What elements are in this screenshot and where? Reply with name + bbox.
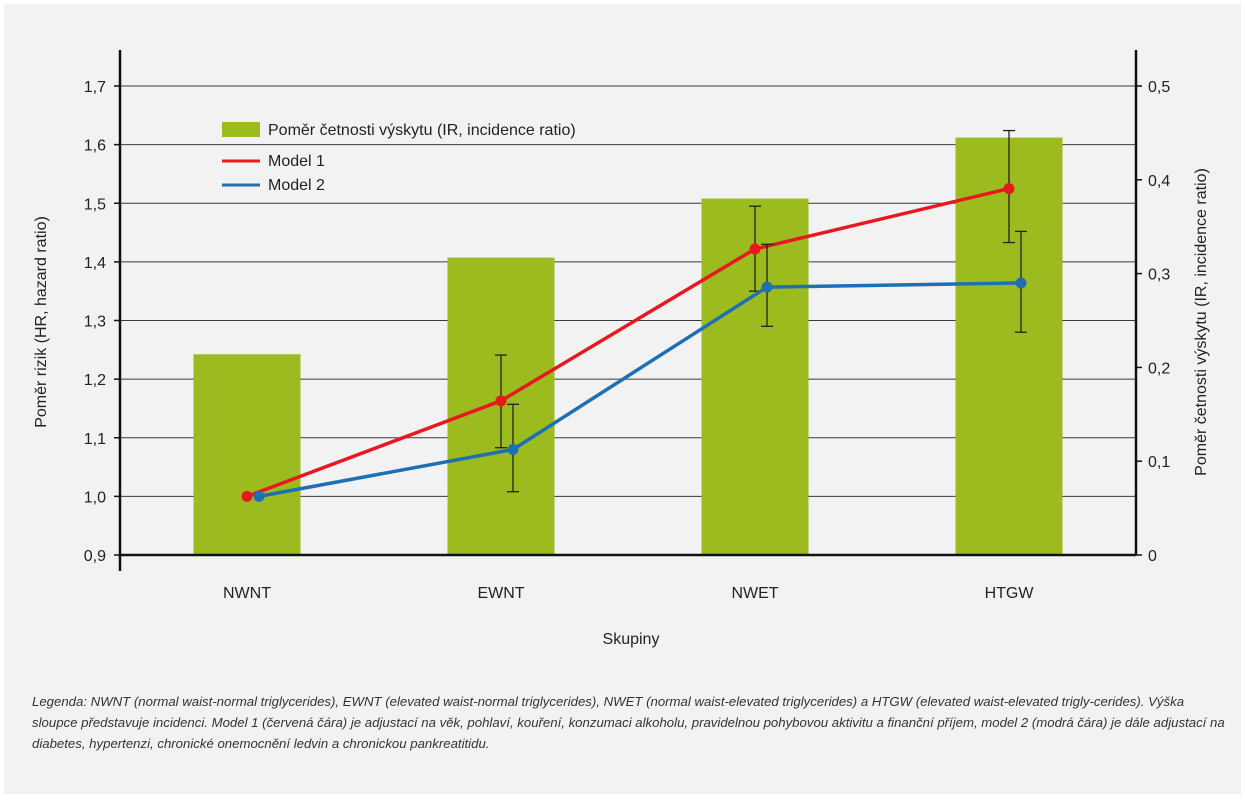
x-tick-label: NWNT	[223, 585, 271, 602]
data-point	[241, 490, 253, 502]
y2-tick-label: 0,2	[1148, 360, 1170, 377]
data-point	[495, 395, 507, 407]
figure-panel: 0,9 1,0 1,1 1,2 1,3 1,4 1,5 1,6 1,7 0 0,1 0,2 0,3 0,4…	[4, 4, 1241, 794]
y-tick-label: 1,1	[84, 431, 106, 448]
series-line-model-2	[258, 281, 1022, 499]
series-line-model-1	[246, 186, 1010, 499]
y-tick-label: 1,0	[84, 489, 106, 506]
x-axis-label: Skupiny	[603, 631, 660, 648]
axes	[114, 50, 1142, 571]
bar-series	[193, 137, 1063, 555]
y-tick-label: 0,9	[84, 548, 106, 565]
x-tick-label: NWET	[731, 585, 778, 602]
y-tick-label: 1,2	[84, 372, 106, 389]
y-tick-label: 1,6	[84, 138, 106, 155]
legend-swatch-bar	[222, 122, 260, 137]
bar	[193, 354, 301, 555]
legend-label-model2: Model 2	[268, 177, 325, 194]
figure-caption: Legenda: NWNT (normal waist-normal trigl…	[32, 694, 1225, 751]
line-series	[241, 129, 1027, 502]
data-point	[253, 490, 265, 502]
y-tick-label: 1,7	[84, 79, 106, 96]
y2-tick-label: 0,5	[1148, 79, 1170, 96]
data-point	[1003, 183, 1015, 195]
y2-tick-label: 0,3	[1148, 267, 1170, 284]
y-tick-label: 1,4	[84, 255, 106, 272]
legend: Poměr četnosti výskytu (IR, incidence ra…	[222, 122, 576, 194]
data-point	[749, 243, 761, 255]
legend-label-bar: Poměr četnosti výskytu (IR, incidence ra…	[268, 122, 576, 139]
y2-tick-label: 0,4	[1148, 173, 1170, 190]
x-tick-label: HTGW	[985, 585, 1035, 602]
data-point	[761, 281, 773, 293]
y-tick-label: 1,5	[84, 196, 106, 213]
legend-label-model1: Model 1	[268, 153, 325, 170]
data-point	[1015, 277, 1027, 289]
y2-tick-label: 0,1	[1148, 454, 1170, 471]
y-axis-label: Poměr rizik (HR, hazard ratio)	[33, 216, 50, 428]
combo-chart: 0,9 1,0 1,1 1,2 1,3 1,4 1,5 1,6 1,7 0 0,1 0,2 0,3 0,4…	[33, 50, 1210, 648]
tick-labels: 0,9 1,0 1,1 1,2 1,3 1,4 1,5 1,6 1,7 0 0,1 0,2 0,3 0,4…	[84, 79, 1171, 602]
data-point	[507, 443, 519, 455]
y-tick-label: 1,3	[84, 314, 106, 331]
y2-axis-label: Poměr četnosti výskytu (IR, incidence ra…	[1193, 168, 1210, 476]
y2-tick-label: 0	[1148, 548, 1157, 565]
x-tick-label: EWNT	[477, 585, 524, 602]
